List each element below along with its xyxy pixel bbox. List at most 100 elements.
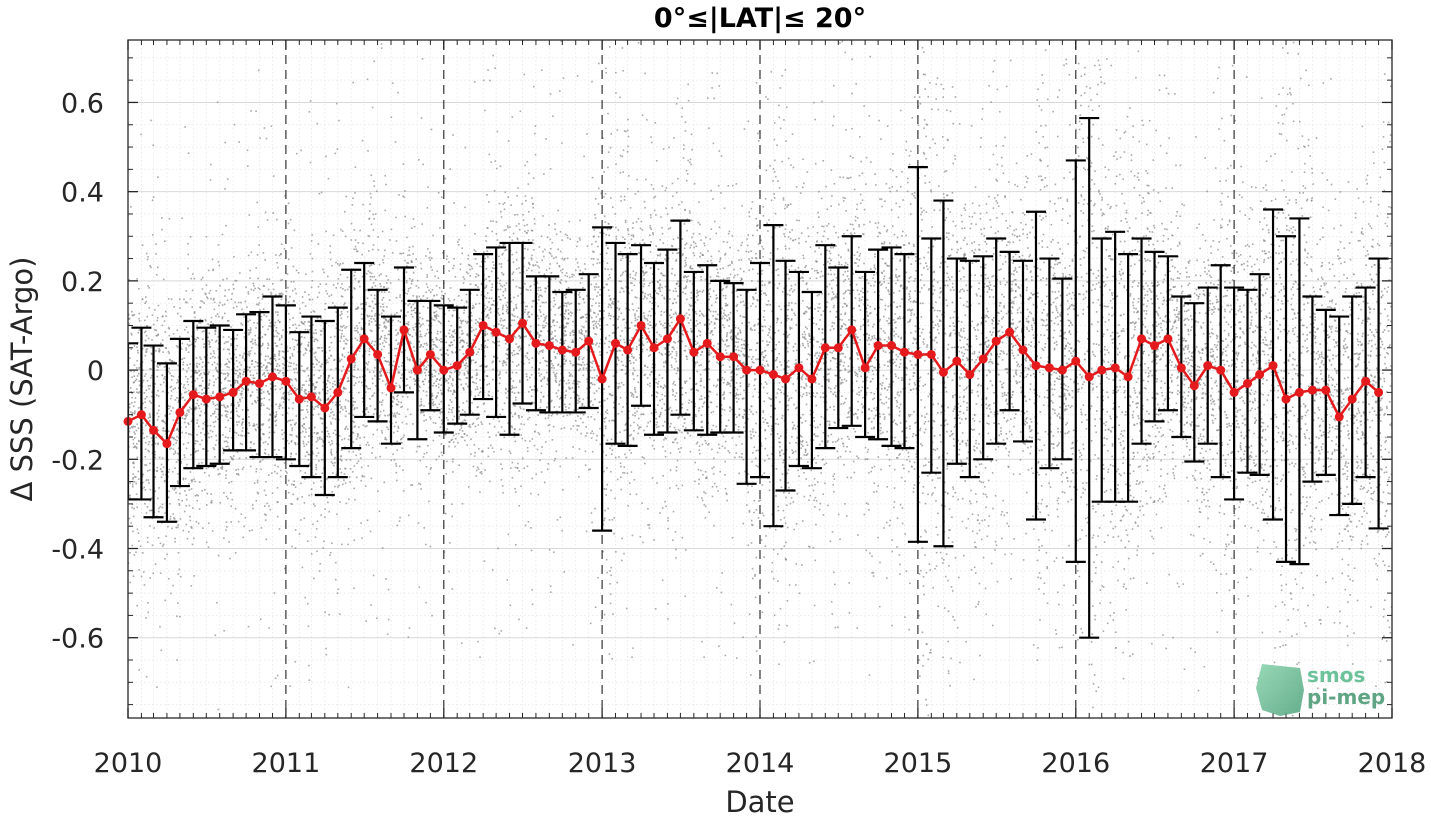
scatter-point xyxy=(513,353,516,356)
scatter-point xyxy=(171,360,173,363)
scatter-point xyxy=(224,436,227,438)
scatter-point xyxy=(226,366,229,368)
scatter-point xyxy=(477,424,480,426)
scatter-point xyxy=(173,517,175,519)
scatter-point xyxy=(283,456,286,458)
scatter-point xyxy=(356,250,359,253)
scatter-point xyxy=(404,215,407,218)
scatter-point xyxy=(419,386,421,388)
scatter-point xyxy=(341,354,344,357)
scatter-point xyxy=(188,409,190,411)
scatter-point xyxy=(458,415,461,418)
scatter-point xyxy=(508,236,511,239)
scatter-point xyxy=(188,483,190,485)
scatter-point xyxy=(148,509,151,512)
scatter-point xyxy=(294,330,297,332)
scatter-point xyxy=(177,573,180,575)
scatter-point xyxy=(405,314,407,317)
scatter-point xyxy=(499,413,502,416)
scatter-point xyxy=(217,315,220,318)
scatter-point xyxy=(386,306,388,308)
scatter-point xyxy=(419,361,422,363)
scatter-point xyxy=(428,324,430,327)
scatter-point xyxy=(276,486,279,489)
scatter-point xyxy=(380,401,383,404)
scatter-point xyxy=(463,364,466,367)
scatter-point xyxy=(290,392,292,395)
scatter-point xyxy=(379,372,381,374)
scatter-point xyxy=(553,324,556,327)
scatter-point xyxy=(411,278,414,281)
scatter-point xyxy=(308,379,311,382)
scatter-point xyxy=(386,360,388,363)
scatter-point xyxy=(388,318,391,321)
scatter-point xyxy=(224,141,227,144)
scatter-point xyxy=(554,373,556,376)
scatter-point xyxy=(450,401,453,403)
scatter-point xyxy=(339,411,342,413)
scatter-point xyxy=(232,458,234,460)
scatter-point xyxy=(380,336,383,338)
scatter-point xyxy=(453,299,456,301)
scatter-point xyxy=(479,379,481,381)
scatter-point xyxy=(154,383,156,385)
scatter-point xyxy=(367,250,370,252)
scatter-point xyxy=(269,383,272,385)
scatter-point xyxy=(151,509,153,512)
scatter-point xyxy=(176,329,179,332)
scatter-point xyxy=(540,235,543,238)
scatter-point xyxy=(339,458,342,461)
scatter-point xyxy=(484,109,486,112)
scatter-point xyxy=(254,339,256,342)
scatter-point xyxy=(451,503,453,505)
scatter-point xyxy=(259,404,262,407)
scatter-point xyxy=(289,365,292,368)
scatter-point xyxy=(560,339,562,341)
scatter-point xyxy=(167,430,170,433)
scatter-point xyxy=(338,434,341,437)
scatter-point xyxy=(385,438,388,441)
scatter-point xyxy=(457,370,460,373)
scatter-point xyxy=(465,362,468,365)
scatter-point xyxy=(358,340,361,343)
scatter-point xyxy=(533,280,536,282)
scatter-point xyxy=(150,497,153,499)
scatter-point xyxy=(475,475,478,477)
scatter-point xyxy=(399,294,401,296)
scatter-point xyxy=(276,363,279,365)
scatter-point xyxy=(544,277,547,279)
scatter-point xyxy=(188,389,190,392)
scatter-point xyxy=(346,316,349,318)
scatter-point xyxy=(451,314,454,317)
scatter-point xyxy=(215,464,218,467)
scatter-point xyxy=(472,465,475,468)
scatter-point xyxy=(226,441,229,444)
scatter-point xyxy=(281,396,284,399)
scatter-point xyxy=(514,412,517,414)
scatter-point xyxy=(281,293,284,296)
scatter-point xyxy=(556,352,559,355)
scatter-point xyxy=(416,279,419,282)
scatter-point xyxy=(491,361,494,364)
scatter-point xyxy=(301,301,304,304)
scatter-point xyxy=(519,317,522,320)
scatter-point xyxy=(420,362,422,365)
scatter-point xyxy=(171,527,173,530)
scatter-point xyxy=(378,414,381,417)
scatter-point xyxy=(338,379,340,382)
scatter-point xyxy=(374,385,377,387)
scatter-point xyxy=(382,303,384,306)
scatter-point xyxy=(378,510,381,513)
scatter-point xyxy=(227,374,229,377)
scatter-point xyxy=(236,414,239,417)
scatter-point xyxy=(428,500,430,503)
scatter-point xyxy=(537,493,540,496)
scatter-point xyxy=(485,286,488,288)
scatter-point xyxy=(177,473,179,475)
scatter-point xyxy=(504,297,506,299)
scatter-point xyxy=(539,399,542,401)
scatter-point xyxy=(150,346,152,349)
scatter-point xyxy=(415,285,418,287)
scatter-point xyxy=(387,618,390,621)
scatter-point xyxy=(260,392,263,395)
